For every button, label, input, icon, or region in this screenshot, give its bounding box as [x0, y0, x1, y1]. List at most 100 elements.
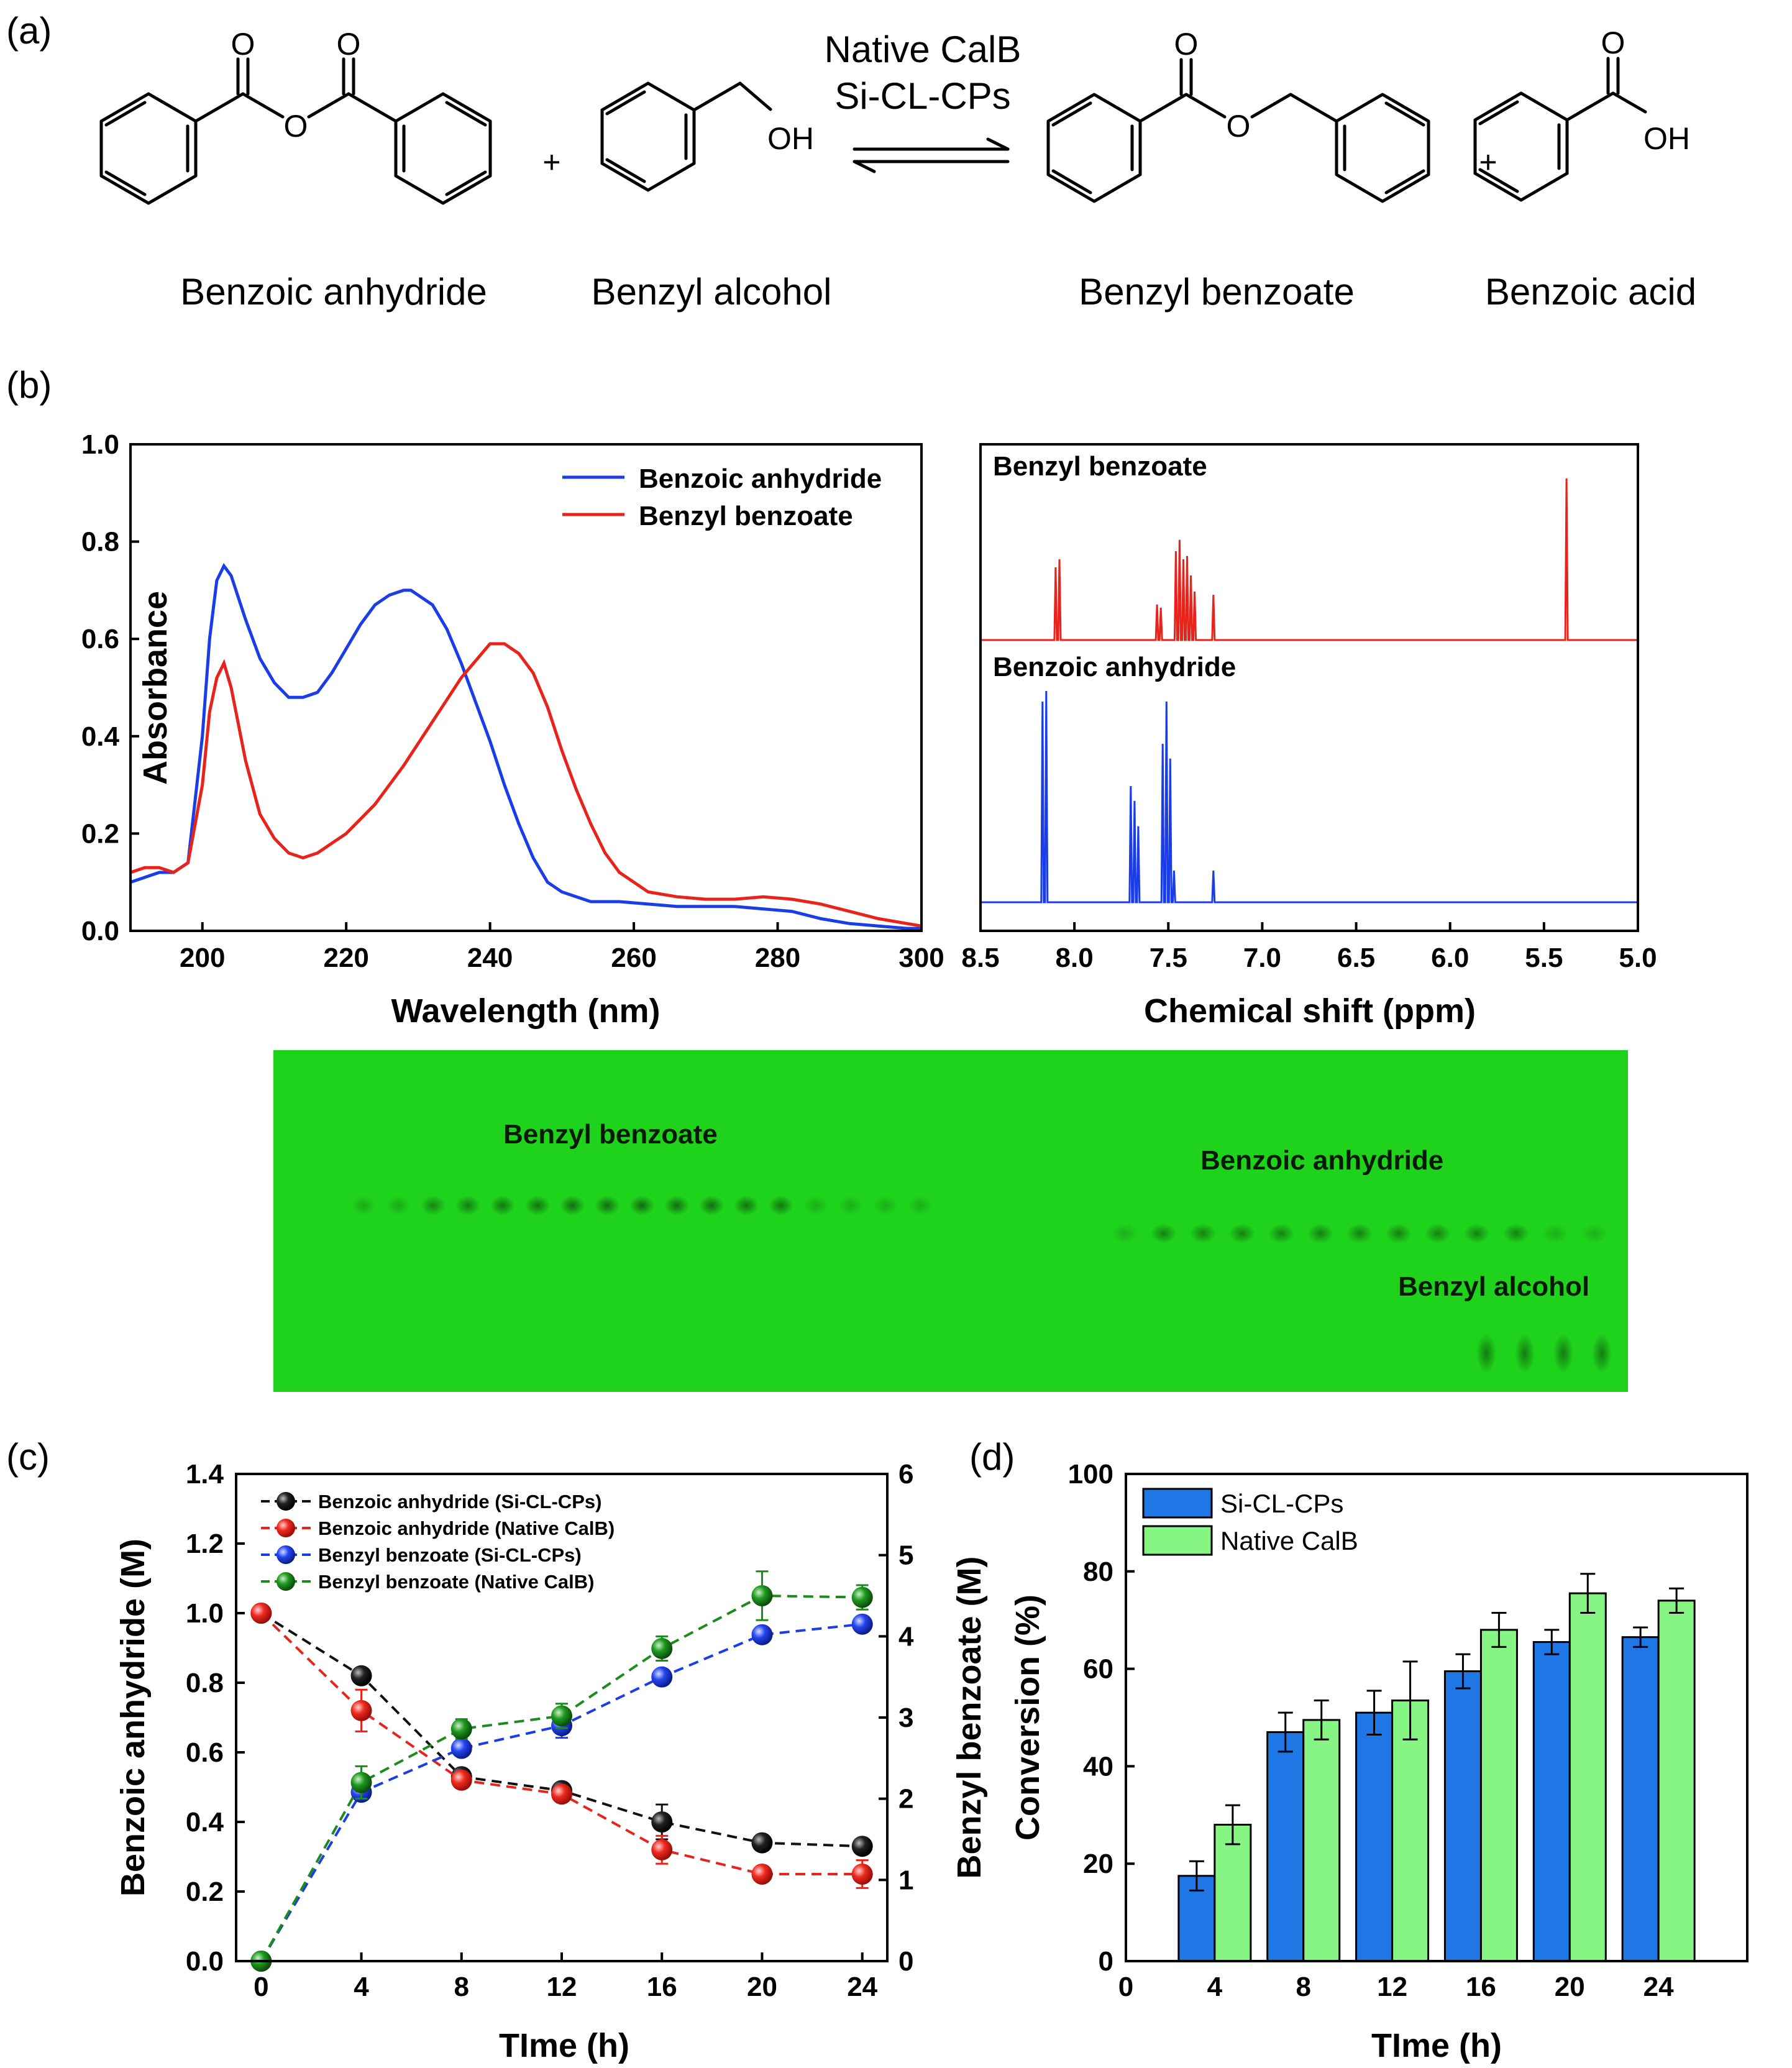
- label-benzoic-anhydride: Benzoic anhydride: [180, 271, 487, 313]
- kin-y2tick-label-4: 4: [898, 1621, 914, 1652]
- uv-vis-legend: Benzoic anhydride Benzyl benzoate: [562, 464, 882, 531]
- kin-legend-label-2: Benzyl benzoate (Si-CL-CPs): [318, 1544, 582, 1566]
- bar-xtick-label-0: 0: [1118, 1972, 1133, 2002]
- label-benzyl-alcohol: Benzyl alcohol: [592, 271, 832, 313]
- kinetics-plot-frame: [235, 1473, 889, 1962]
- kin-legend-label-3: Benzyl benzoate (Native CalB): [318, 1571, 594, 1593]
- conversion-plot-frame: [1125, 1473, 1749, 1962]
- uv-xtick-label-0: 200: [180, 943, 225, 973]
- bar-0-4: [1532, 1640, 1571, 1962]
- bar-ytick-label-3: 60: [1083, 1654, 1113, 1685]
- uv-legend-label-benzyl-benzoate: Benzyl benzoate: [639, 501, 853, 531]
- kin-y2tick-label-1: 1: [898, 1865, 913, 1895]
- kin-point-3-2: [450, 1718, 472, 1740]
- tlc-spot-3: [455, 1196, 480, 1215]
- kin-y2tick-label-0: 0: [898, 1946, 913, 1977]
- kin-xtick-label-6: 24: [847, 1972, 877, 2002]
- tlc-spot-20: [1229, 1224, 1255, 1243]
- bar-1-3: [1479, 1629, 1518, 1962]
- kinetics-ticks: 0 4 8 12 16 20 240.00.20.40.60.81.01.21.401234…: [186, 1459, 914, 2002]
- kin-legend-label-0: Benzoic anhydride (Si-CL-CPs): [318, 1491, 601, 1512]
- kin-legend-label-1: Benzoic anhydride (Native CalB): [318, 1517, 615, 1539]
- tlc-spot-19: [1190, 1224, 1216, 1243]
- uv-legend-label-benzoic-anhydride: Benzoic anhydride: [639, 464, 882, 494]
- bar-ytick-label-0: 0: [1099, 1946, 1113, 1977]
- kin-ytick-label-0: 0.0: [186, 1946, 224, 1977]
- tlc-spot-28: [1542, 1224, 1568, 1243]
- bar-xtick-label-5: 20: [1555, 1972, 1585, 2002]
- bar-ytick-label-5: 100: [1068, 1459, 1113, 1489]
- bar-0-2: [1355, 1711, 1394, 1962]
- benzoic-acid-structure: [1473, 57, 1647, 202]
- nmr-xtick-label-1: 8.0: [1056, 943, 1094, 973]
- kin-point-0-6: [851, 1836, 873, 1857]
- panel-label-a: (a): [6, 10, 52, 52]
- tlc-spot-25: [1425, 1224, 1451, 1243]
- bar-0-3: [1443, 1670, 1482, 1962]
- kin-point-2-6: [851, 1613, 873, 1635]
- tlc-spot-2: [421, 1196, 446, 1215]
- tlc-spot-29: [1581, 1224, 1607, 1243]
- kin-point-1-6: [851, 1864, 873, 1885]
- bar-legend-label-si-cl-cps: Si-CL-CPs: [1220, 1489, 1343, 1518]
- tlc-spot-11: [734, 1196, 759, 1215]
- kin-point-0-5: [751, 1832, 773, 1854]
- kin-point-1-2: [450, 1769, 472, 1791]
- kin-xtick-label-1: 4: [354, 1972, 369, 2002]
- bar-xtick-label-6: 24: [1643, 1972, 1674, 2002]
- kinetics-y2label: Benzyl benzoate (M): [951, 1556, 988, 1878]
- kin-y2tick-label-5: 5: [898, 1540, 913, 1571]
- kin-point-1-5: [751, 1864, 773, 1885]
- tlc-spot-33: [1592, 1334, 1612, 1373]
- bar-ytick-label-4: 80: [1083, 1557, 1113, 1587]
- nmr-label-benzoic-anhydride: Benzoic anhydride: [993, 652, 1236, 682]
- atom-o-ester-1: O: [284, 109, 308, 144]
- bar-xtick-label-3: 12: [1377, 1972, 1407, 2002]
- nmr-xtick-label-0: 8.5: [961, 943, 999, 973]
- bar-1-1: [1302, 1719, 1341, 1962]
- catalyst-native-calb: Native CalB: [825, 29, 1022, 70]
- uv-vis-ticks: 200 220 240 260 280 300 0.0 0.2 0.4 0.6 0.8 1.0: [81, 429, 944, 973]
- conversion-bars: [1177, 1573, 1696, 1962]
- nmr-xtick-label-3: 7.0: [1243, 943, 1281, 973]
- conversion-ylabel: Conversion (%): [1009, 1594, 1046, 1841]
- tlc-spot-23: [1346, 1224, 1373, 1243]
- kinetics-ylabel: Benzoic anhydride (M): [114, 1539, 152, 1896]
- equilibrium-arrows: [853, 137, 1010, 173]
- atom-o-ester-2: O: [1227, 109, 1251, 144]
- bar-legend-swatch-native-calb: [1142, 1525, 1213, 1556]
- kin-legend-marker-2: [277, 1545, 295, 1564]
- atom-o-carbonyl-2: O: [337, 27, 361, 62]
- uv-xtick-label-4: 280: [755, 943, 800, 973]
- conversion-bar-chart: 0 4 8 12 16 20 24 0 20 40 60 80 100 TIme (h) Convers…: [1009, 1459, 1749, 2064]
- bar-legend-swatch-si-cl-cps: [1142, 1488, 1213, 1519]
- tlc-spot-12: [769, 1196, 793, 1215]
- kin-point-3-3: [551, 1705, 572, 1727]
- benzyl-benzoate-structure: [1046, 58, 1430, 203]
- tlc-spot-32: [1553, 1334, 1573, 1373]
- tlc-plate-background: [273, 1050, 1628, 1392]
- kin-point-3-6: [851, 1586, 873, 1608]
- catalyst-si-cl-cps: Si-CL-CPs: [834, 75, 1010, 117]
- panel-label-b: (b): [6, 364, 52, 406]
- kin-legend-marker-3: [277, 1572, 295, 1591]
- uv-vis-chart: 200 220 240 260 280 300 0.0 0.2 0.4 0.6 0.8 1.0 Wav…: [81, 429, 944, 1030]
- kin-xtick-label-2: 8: [454, 1972, 469, 2002]
- conversion-legend: Si-CL-CPs Native CalB: [1142, 1488, 1358, 1556]
- tlc-spot-26: [1464, 1224, 1490, 1243]
- tlc-spot-4: [490, 1196, 515, 1215]
- nmr-xtick-label-5: 6.0: [1431, 943, 1469, 973]
- uv-vis-plot-frame: [129, 443, 923, 932]
- tlc-spot-17: [1112, 1224, 1138, 1243]
- tlc-spot-24: [1386, 1224, 1412, 1243]
- bar-1-0: [1214, 1823, 1252, 1962]
- kin-point-3-4: [651, 1637, 673, 1659]
- uv-xtick-label-5: 300: [898, 943, 944, 973]
- kin-point-2-2: [450, 1737, 472, 1759]
- bar-xtick-label-4: 16: [1466, 1972, 1496, 2002]
- nmr-ticks: 8.5 8.0 7.5 7.0 6.5 6.0 5.5 5.0: [961, 922, 1657, 973]
- nmr-label-benzyl-benzoate: Benzyl benzoate: [993, 451, 1207, 482]
- atom-oh-acid: OH: [1643, 121, 1690, 156]
- kin-point-0-1: [350, 1665, 372, 1686]
- nmr-spectrum-benzoic-anhydride: [981, 690, 1638, 904]
